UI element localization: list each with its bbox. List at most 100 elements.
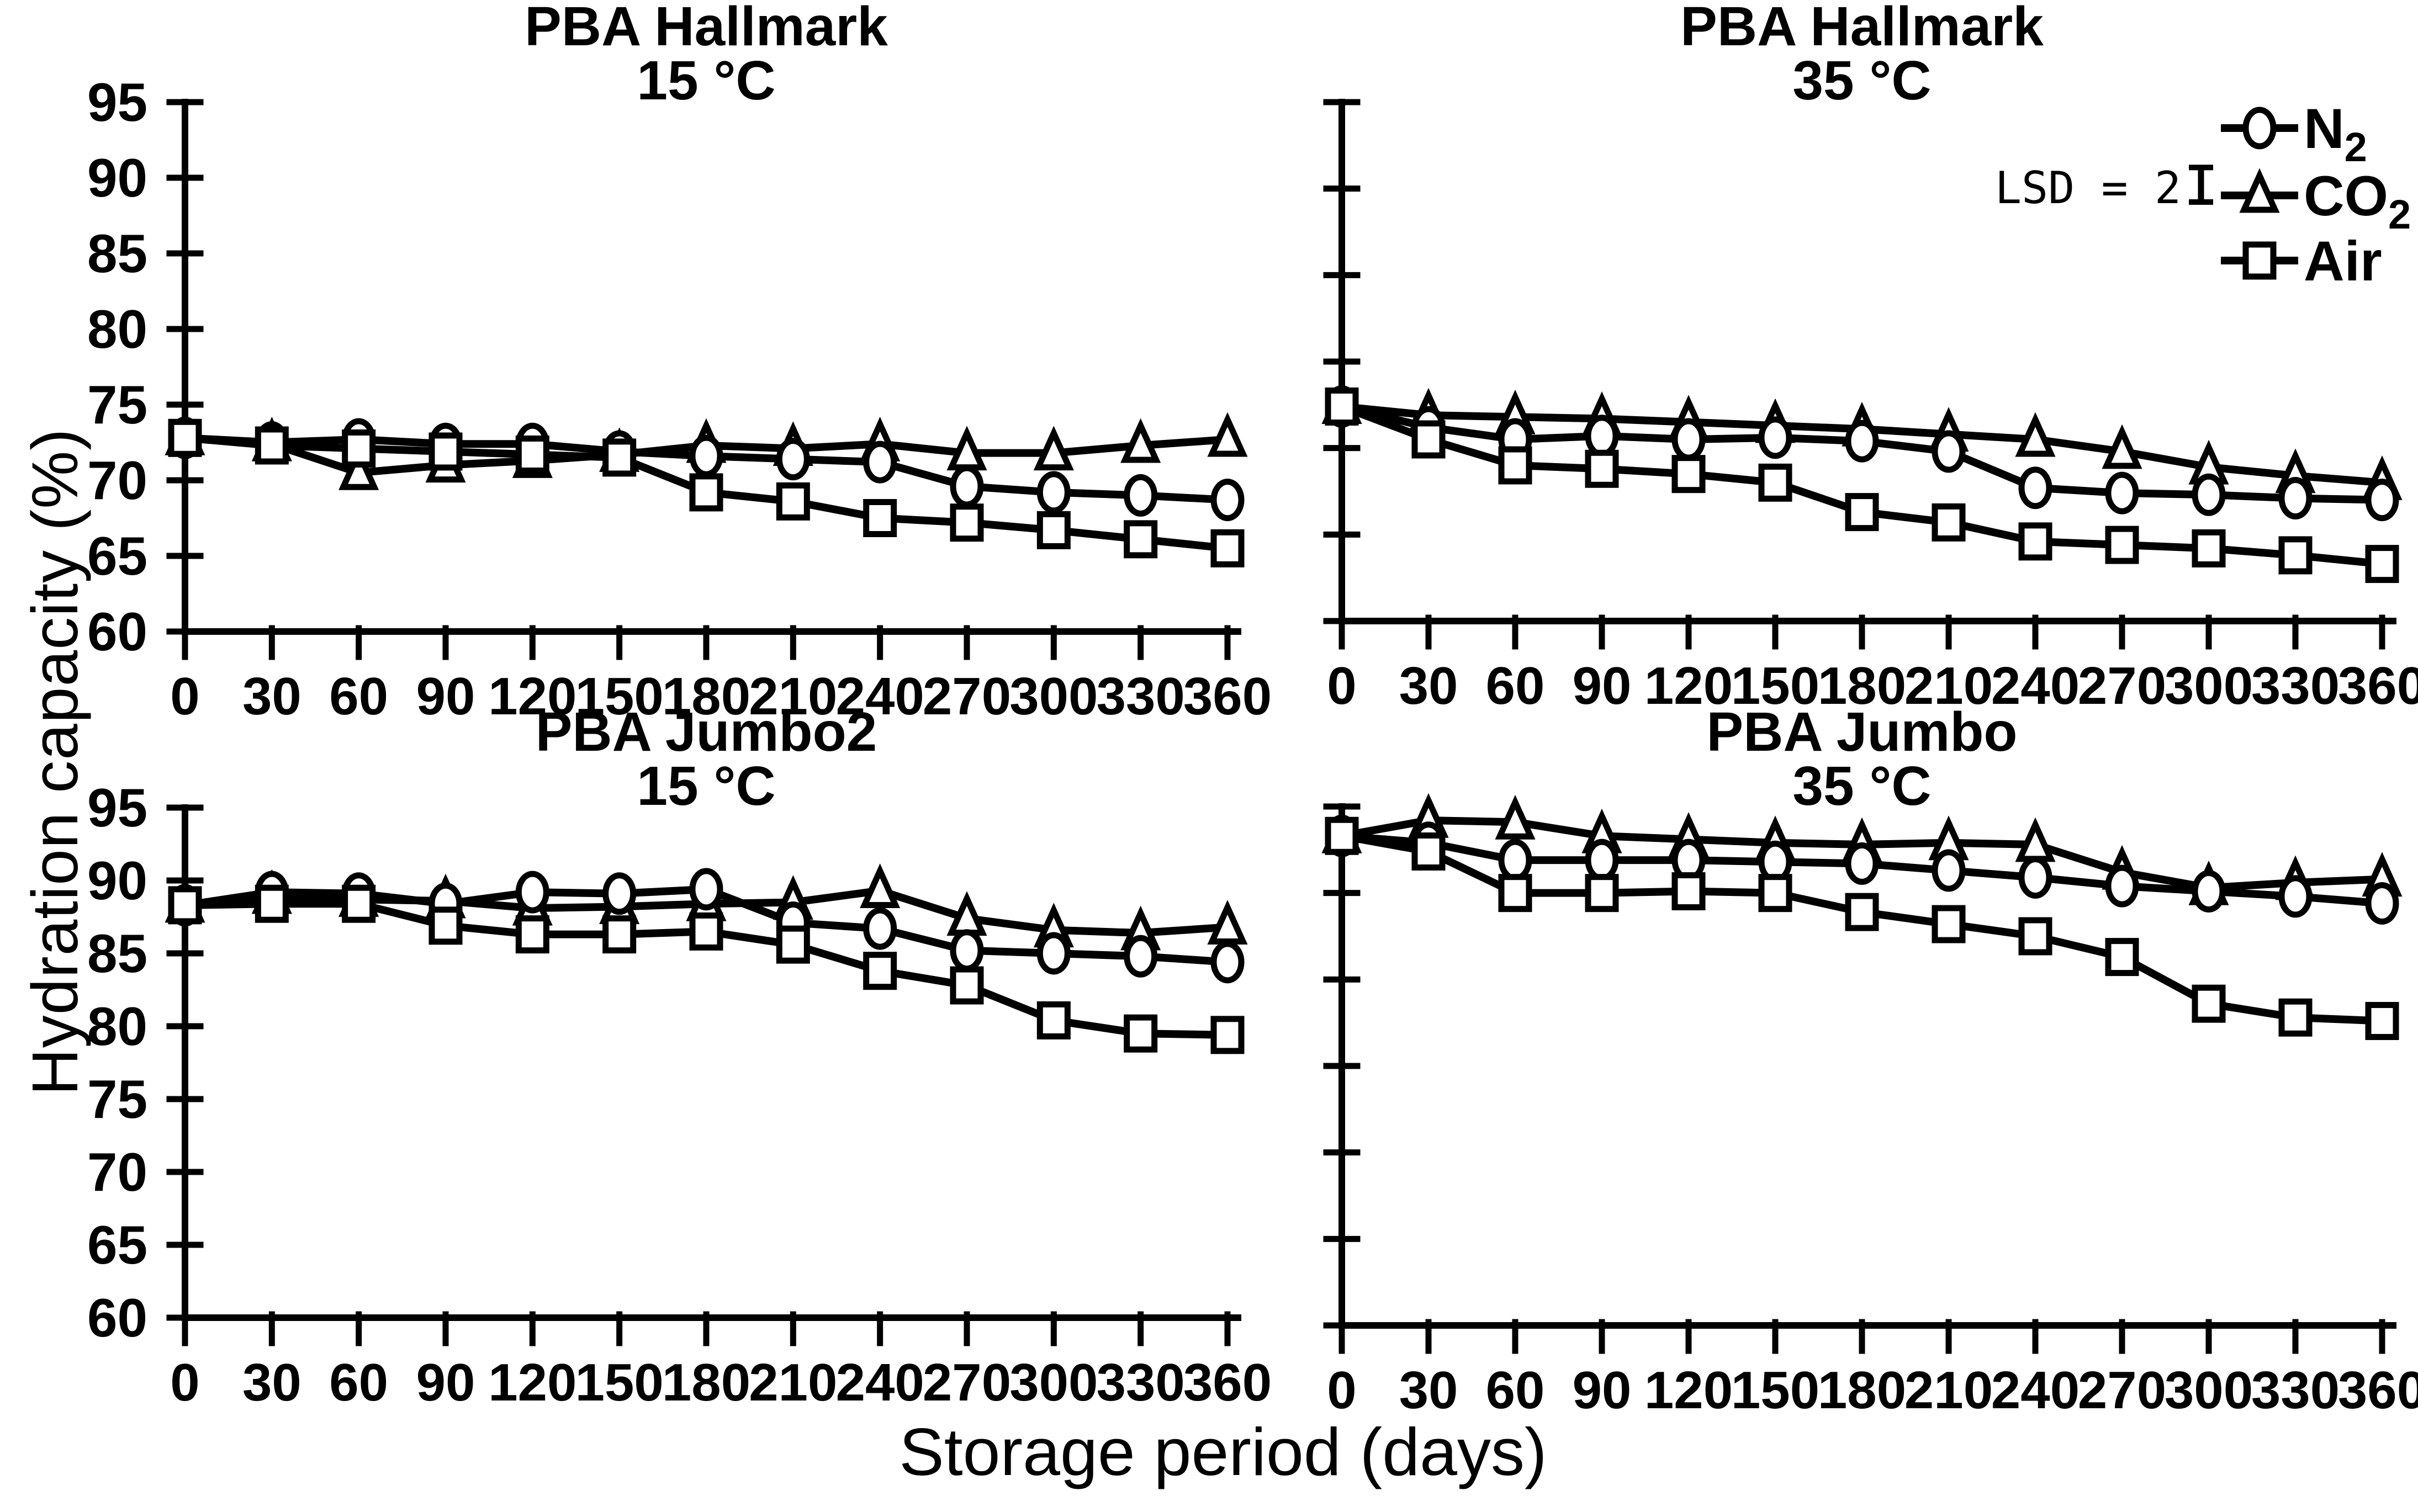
y-tick-label: 90 xyxy=(87,850,147,911)
x-tick-label: 60 xyxy=(1486,1361,1545,1420)
circle-icon xyxy=(1124,935,1158,978)
circle-icon xyxy=(1585,839,1619,882)
square-icon xyxy=(776,482,810,521)
square-icon xyxy=(168,418,202,457)
triangle-icon xyxy=(860,863,901,908)
square-icon xyxy=(2278,536,2313,575)
series-Air xyxy=(168,884,1245,1054)
y-axis-title: Hydration capacity (%) xyxy=(19,428,92,1096)
square-icon xyxy=(2365,1002,2399,1041)
x-tick-label: 300 xyxy=(1009,667,1098,726)
series-Air xyxy=(1325,387,2399,583)
y-tick-label: 65 xyxy=(87,526,147,586)
square-icon xyxy=(1124,1014,1158,1053)
x-tick-label: 180 xyxy=(1818,656,1906,715)
y-tick-label: 65 xyxy=(87,1214,147,1275)
square-icon xyxy=(602,438,637,477)
x-tick-label: 330 xyxy=(2251,656,2340,715)
series-Air xyxy=(168,418,1245,567)
square-icon xyxy=(1498,874,1532,912)
square-icon xyxy=(168,886,202,925)
x-tick-label: 90 xyxy=(1573,656,1632,715)
x-tick-label: 180 xyxy=(1818,1361,1906,1420)
x-tick-label: 210 xyxy=(1904,656,1993,715)
y-tick-label: 80 xyxy=(87,299,147,359)
circle-icon xyxy=(2105,471,2139,514)
square-icon xyxy=(1671,455,1706,494)
square-icon xyxy=(1036,511,1071,549)
x-tick-label: 270 xyxy=(923,1353,1011,1412)
chart-title-line1: PBA Jumbo2 xyxy=(536,701,877,763)
square-icon xyxy=(1845,493,1879,532)
chart-title-line1: PBA Jumbo xyxy=(1707,701,2018,763)
circle-icon xyxy=(1932,430,1966,473)
square-icon xyxy=(515,435,549,474)
square-icon xyxy=(863,499,897,537)
x-tick-label: 60 xyxy=(329,667,388,726)
square-icon xyxy=(428,432,463,471)
square-icon xyxy=(1325,816,1359,855)
circle-icon xyxy=(776,438,810,481)
square-icon xyxy=(1845,893,1879,931)
y-tick-label: 80 xyxy=(87,996,147,1057)
circle-icon xyxy=(1036,471,1071,514)
legend-label: CO2 xyxy=(2304,165,2411,237)
square-icon xyxy=(950,503,984,542)
square-icon xyxy=(515,915,549,954)
circle-icon xyxy=(1210,479,1245,522)
lsd-annotation: LSD = 2 xyxy=(1995,162,2213,214)
triangle-icon xyxy=(1120,418,1161,463)
x-tick-label: 0 xyxy=(170,667,199,726)
triangle-icon xyxy=(946,426,987,471)
triangle-icon xyxy=(338,445,379,490)
square-icon xyxy=(863,952,897,990)
x-tick-label: 210 xyxy=(1904,1361,1993,1420)
x-tick-label: 360 xyxy=(2338,1361,2418,1420)
y-tick-label: 70 xyxy=(87,1142,147,1202)
x-tick-label: 270 xyxy=(923,667,1011,726)
square-icon xyxy=(1036,1001,1071,1039)
square-icon xyxy=(1411,832,1446,871)
triangle-icon xyxy=(1207,412,1248,457)
circle-icon xyxy=(2192,473,2226,516)
square-icon xyxy=(428,906,463,945)
x-tick-label: 0 xyxy=(170,1353,199,1412)
y-tick-label: 60 xyxy=(87,1287,147,1348)
triangle-icon xyxy=(1207,900,1248,945)
x-tick-label: 60 xyxy=(1486,656,1545,715)
x-tick-label: 180 xyxy=(662,667,750,726)
square-icon xyxy=(1498,446,1532,485)
circle-icon xyxy=(1036,932,1071,975)
x-tick-label: 60 xyxy=(329,1353,388,1412)
circle-icon xyxy=(2365,479,2399,522)
legend-item-CO2: CO2 xyxy=(2221,165,2411,237)
y-tick-label: 85 xyxy=(87,923,147,984)
x-tick-label: 210 xyxy=(749,1353,837,1412)
triangle-icon xyxy=(1495,794,1536,840)
x-tick-label: 90 xyxy=(416,667,475,726)
x-tick-label: 240 xyxy=(836,667,924,726)
circle-icon xyxy=(1210,941,1245,984)
legend-label: N2 xyxy=(2304,97,2367,170)
chart-title-line2: 35 °C xyxy=(1792,50,1931,112)
y-tick-label: 70 xyxy=(87,450,147,511)
circle-icon xyxy=(689,868,723,911)
square-icon xyxy=(1411,420,1446,459)
x-tick-label: 120 xyxy=(1644,1361,1733,1420)
square-icon xyxy=(1325,387,1359,426)
x-tick-label: 120 xyxy=(1644,656,1733,715)
x-tick-label: 90 xyxy=(416,1353,475,1412)
x-tick-label: 240 xyxy=(836,1353,924,1412)
x-tick-label: 0 xyxy=(1327,656,1356,715)
circle-icon xyxy=(1932,849,1966,892)
x-tick-label: 240 xyxy=(1991,1361,2080,1420)
circle-icon xyxy=(515,871,549,914)
circle-icon xyxy=(602,872,637,915)
x-tick-label: 300 xyxy=(2165,656,2253,715)
x-tick-label: 330 xyxy=(1097,667,1185,726)
circle-icon xyxy=(2365,882,2399,925)
